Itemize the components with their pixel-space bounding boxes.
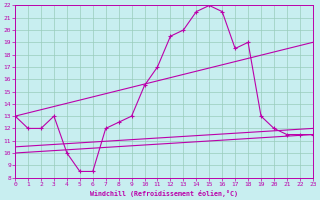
X-axis label: Windchill (Refroidissement éolien,°C): Windchill (Refroidissement éolien,°C) bbox=[90, 190, 238, 197]
